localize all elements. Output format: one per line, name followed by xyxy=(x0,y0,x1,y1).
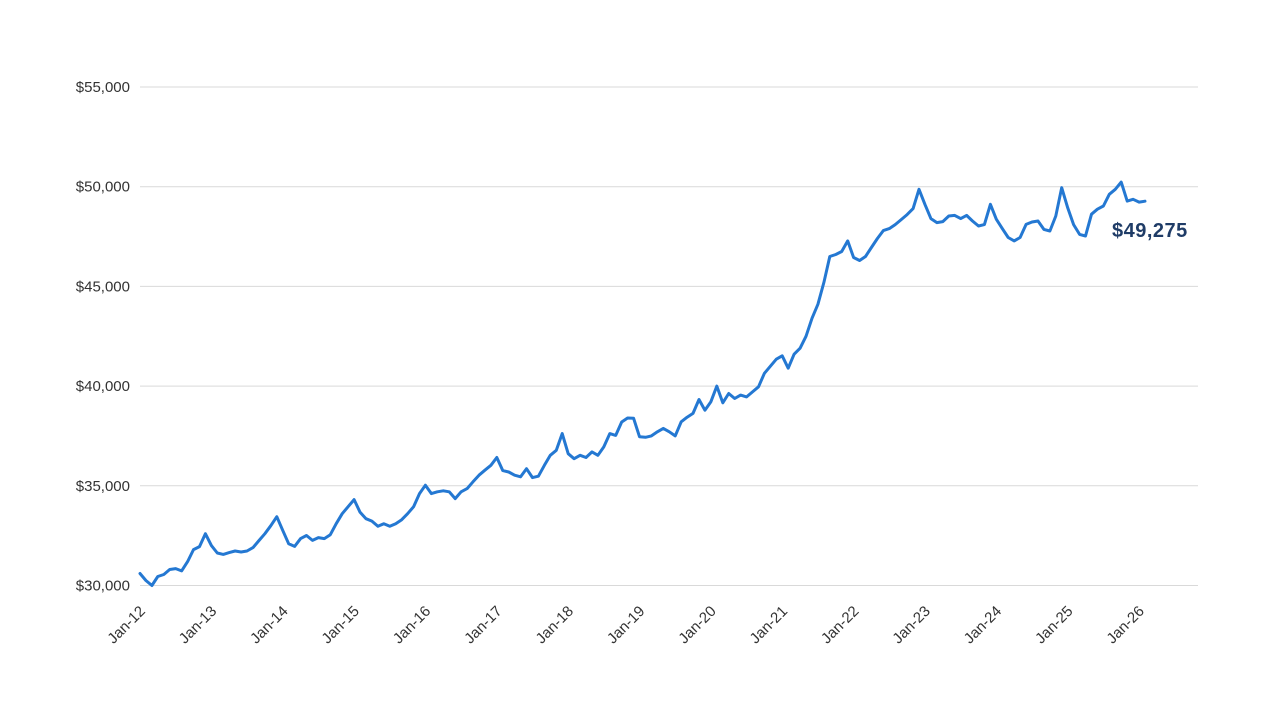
x-axis-tick-label: Jan-24 xyxy=(961,603,1005,647)
y-axis-tick-label: $55,000 xyxy=(76,79,130,96)
x-axis-tick-label: Jan-19 xyxy=(604,603,648,647)
x-axis-tick-label: Jan-20 xyxy=(675,603,719,647)
x-axis-tick-label: Jan-13 xyxy=(176,603,220,647)
x-axis-tick-label: Jan-17 xyxy=(461,603,505,647)
x-axis-tick-label: Jan-22 xyxy=(818,603,862,647)
x-axis-tick-label: Jan-18 xyxy=(533,603,577,647)
y-axis-tick-label: $30,000 xyxy=(76,578,130,595)
y-axis-tick-label: $40,000 xyxy=(76,378,130,395)
x-axis-tick-label: Jan-12 xyxy=(104,603,148,647)
x-axis-tick-label: Jan-16 xyxy=(390,603,434,647)
y-axis-tick-label: $50,000 xyxy=(76,179,130,196)
x-axis-tick-label: Jan-23 xyxy=(889,603,933,647)
x-axis-tick-label: Jan-21 xyxy=(747,603,791,647)
x-axis-tick-label: Jan-25 xyxy=(1032,603,1076,647)
y-axis-tick-label: $45,000 xyxy=(76,278,130,295)
data-series-line xyxy=(138,180,1147,587)
last-value-label: $49,275 xyxy=(1112,220,1188,242)
y-axis-tick-label: $35,000 xyxy=(76,478,130,495)
x-axis-tick-label: Jan-15 xyxy=(318,603,362,647)
x-axis-tick-label: Jan-14 xyxy=(247,603,291,647)
x-axis-tick-label: Jan-26 xyxy=(1103,603,1147,647)
